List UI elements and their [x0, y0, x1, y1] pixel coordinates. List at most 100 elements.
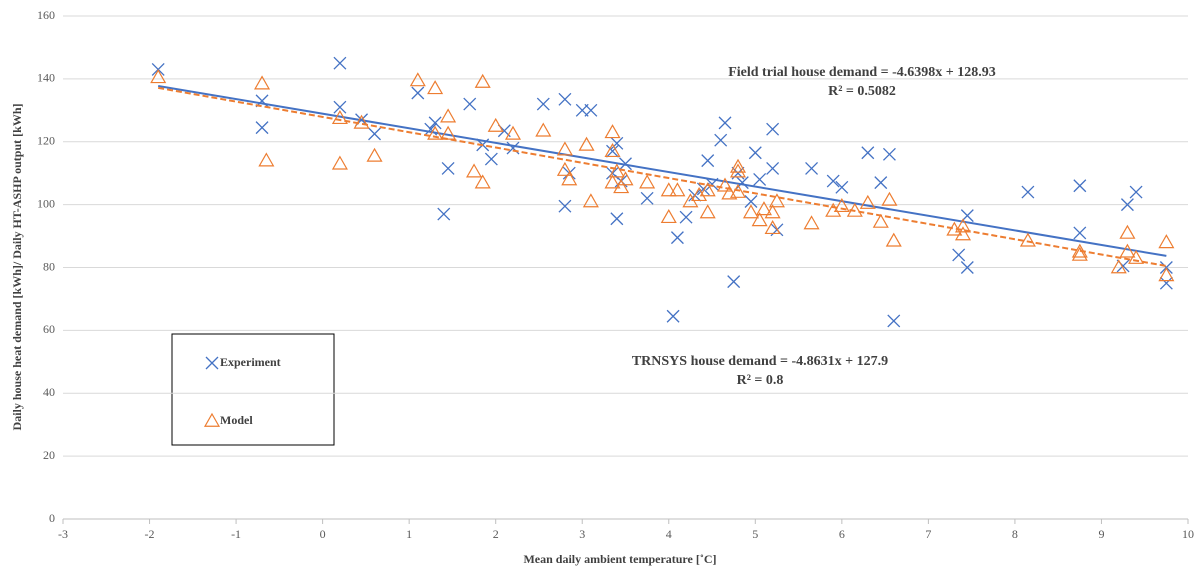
point	[826, 174, 840, 188]
point	[744, 195, 758, 208]
point	[474, 174, 491, 189]
point	[535, 122, 552, 137]
point	[1071, 243, 1088, 258]
point	[1019, 232, 1036, 247]
point	[333, 100, 347, 114]
trend-r2: R² = 0.5082	[828, 84, 896, 99]
y-axis-title: Daily house heat demand [kWh]/ Daily HT-…	[10, 104, 24, 431]
y-tick-label: 0	[49, 511, 55, 525]
point	[331, 155, 348, 170]
trend-line	[158, 84, 1167, 257]
legend-box	[171, 333, 335, 446]
x-axis-title: Mean daily ambient temperature [˚C]	[523, 552, 716, 566]
point	[679, 210, 693, 224]
point	[474, 73, 491, 88]
point	[666, 309, 680, 323]
legend-marker	[205, 356, 219, 370]
y-tick-label: 80	[43, 259, 55, 273]
point	[1120, 198, 1134, 212]
point	[729, 158, 747, 173]
point	[1119, 224, 1136, 239]
point	[619, 157, 632, 171]
y-tick-label: 20	[43, 448, 55, 462]
point	[751, 212, 768, 227]
point	[1159, 276, 1173, 290]
point	[764, 204, 781, 219]
point	[556, 141, 573, 156]
x-tick-label: -3	[58, 527, 68, 541]
point	[729, 163, 747, 178]
point	[954, 226, 972, 241]
point	[331, 109, 348, 125]
x-tick-label: 5	[752, 527, 758, 541]
x-tick-label: 1	[406, 527, 412, 541]
point	[617, 171, 634, 186]
point	[825, 202, 842, 217]
point	[748, 146, 762, 160]
point	[954, 218, 972, 233]
y-tick-label: 60	[43, 322, 55, 336]
point	[584, 103, 598, 117]
point	[610, 136, 624, 150]
point	[766, 122, 780, 136]
point	[604, 174, 621, 189]
point	[411, 86, 425, 100]
point	[960, 261, 974, 274]
point	[753, 173, 767, 186]
x-tick-label: 6	[839, 527, 845, 541]
point	[803, 215, 820, 230]
x-tick-label: 7	[925, 527, 931, 541]
x-tick-label: 8	[1012, 527, 1018, 541]
x-tick-label: 10	[1182, 527, 1194, 541]
x-tick-label: 3	[579, 527, 585, 541]
point	[368, 127, 381, 141]
point	[582, 193, 599, 208]
point	[718, 116, 732, 130]
legend-label: Model	[220, 413, 253, 427]
point	[1129, 185, 1143, 199]
point	[558, 199, 572, 213]
point	[691, 186, 708, 202]
point	[604, 124, 621, 139]
point	[805, 162, 819, 175]
point	[755, 201, 772, 216]
point	[1128, 249, 1145, 264]
point	[558, 92, 572, 106]
x-tick-label: 4	[666, 527, 672, 541]
point	[699, 204, 716, 219]
point	[716, 177, 734, 192]
point	[660, 182, 677, 197]
point	[660, 208, 677, 224]
trend-line	[158, 86, 1167, 267]
y-tick-label: 100	[37, 196, 55, 210]
point	[639, 174, 656, 189]
point	[701, 154, 715, 168]
point	[536, 97, 550, 111]
point	[150, 69, 167, 84]
point	[1071, 246, 1088, 261]
point	[409, 72, 426, 87]
legend-marker	[203, 412, 221, 427]
y-tick-label: 40	[43, 385, 55, 399]
point	[258, 152, 275, 167]
trend-r2: R² = 0.8	[737, 373, 784, 388]
point	[466, 163, 483, 178]
point	[714, 133, 728, 147]
point	[484, 152, 498, 166]
point	[1158, 267, 1175, 282]
point	[487, 117, 504, 132]
point	[1110, 259, 1127, 274]
point	[768, 193, 785, 208]
x-tick-label: 2	[493, 527, 499, 541]
point	[727, 275, 741, 289]
trend-equation: TRNSYS house demand = -4.8631x + 127.9	[632, 354, 888, 369]
point	[428, 116, 442, 130]
point	[606, 144, 619, 158]
y-tick-label: 160	[37, 8, 55, 22]
point	[764, 219, 781, 235]
point	[742, 204, 760, 219]
point	[721, 185, 738, 200]
point	[610, 212, 624, 226]
point	[835, 180, 849, 194]
point	[874, 176, 888, 190]
